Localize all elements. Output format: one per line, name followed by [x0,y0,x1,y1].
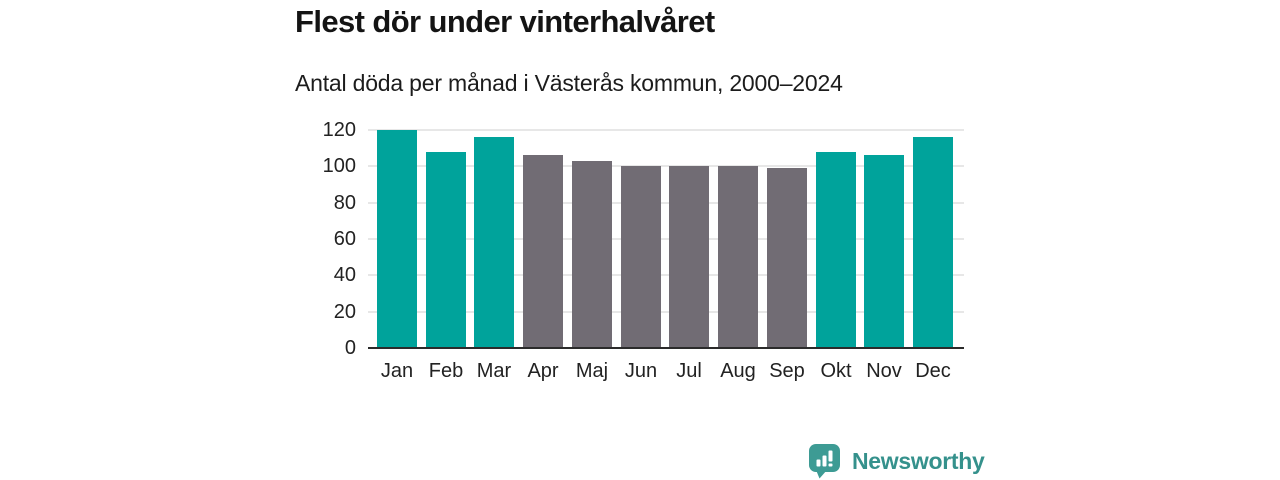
x-axis-label-sep: Sep [769,360,805,382]
bar-sep [767,168,807,348]
bar-maj [572,161,612,348]
bar-dec [913,137,953,348]
x-axis-label-jul: Jul [676,360,702,382]
x-axis-label-nov: Nov [866,360,902,382]
x-axis-label-jun: Jun [624,360,658,382]
y-axis-tick-label: 40 [333,264,356,286]
x-axis-label-jan: Jan [380,360,414,382]
x-axis-label-apr: Apr [527,360,559,382]
gridline-100 [368,165,964,167]
bar-mar [474,137,514,348]
bar-nov [864,155,904,348]
y-axis-tick-label: 80 [333,192,356,214]
bar-feb [426,152,466,348]
x-axis-label-maj: Maj [575,360,609,382]
x-axis-label-aug: Aug [720,360,756,382]
y-axis-tick-label: 100 [322,155,356,177]
gridline-40 [368,274,964,276]
branding: Newsworthy [808,443,985,479]
bar-jun [621,166,661,348]
x-axis-line [368,347,964,349]
gridline-20 [368,311,964,313]
x-axis-label-okt: Okt [820,360,852,382]
bar-aug [718,166,758,348]
bar-okt [816,152,856,348]
newsworthy-bar-chart-bubble-icon [808,443,845,479]
x-axis-label-mar: Mar [476,360,512,382]
x-axis-label-dec: Dec [915,360,951,382]
y-axis-tick-label: 60 [333,228,356,250]
y-axis-tick-label: 0 [344,337,356,359]
chart-subtitle: Antal döda per månad i Västerås kommun, … [295,70,843,96]
gridline-60 [368,238,964,240]
gridline-120 [368,129,964,131]
chart-title: Flest dör under vinterhalvåret [295,4,715,39]
gridline-80 [368,202,964,204]
bar-jul [669,166,709,348]
x-axis-label-feb: Feb [428,360,464,382]
y-axis-tick-label: 120 [322,119,356,141]
branding-name: Newsworthy [852,447,985,474]
bar-jan [377,130,417,348]
y-axis-tick-label: 20 [333,301,356,323]
bar-apr [523,155,563,348]
